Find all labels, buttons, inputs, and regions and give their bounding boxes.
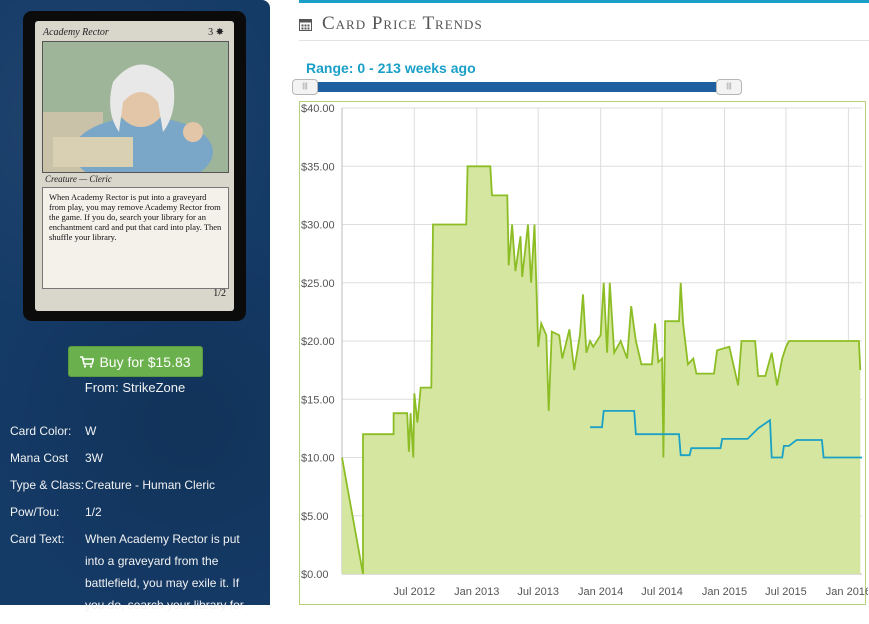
- card-rules-text: When Academy Rector is put into a gravey…: [42, 187, 229, 289]
- seller-name: From: StrikeZone: [84, 380, 186, 395]
- info-value: Creature - Human Cleric: [85, 478, 216, 492]
- section-header: Card Price Trends: [299, 13, 483, 35]
- x-tick-label: Jul 2014: [641, 586, 683, 598]
- x-tick-label: Jan 2016: [826, 586, 868, 598]
- y-tick-label: $40.00: [301, 103, 335, 115]
- x-tick-label: Jan 2015: [702, 586, 747, 598]
- info-value: When Academy Rector is put into a gravey…: [85, 532, 244, 612]
- info-label: Pow/Tou:: [10, 505, 60, 519]
- y-tick-label: $25.00: [301, 278, 335, 290]
- card-power-toughness: 1/2: [213, 288, 226, 299]
- buy-button[interactable]: Buy for $15.83: [68, 346, 203, 377]
- range-slider-handle-start[interactable]: |||: [292, 79, 318, 95]
- info-value: 3W: [85, 451, 103, 465]
- y-tick-label: $0.00: [301, 569, 329, 581]
- info-value: W: [85, 424, 97, 438]
- info-row-color: Card Color: W: [10, 423, 265, 442]
- x-axis-labels: Jul 2012 Jan 2013 Jul 2013 Jan 2014 Jul 2014…: [394, 586, 868, 598]
- header-divider: [299, 40, 869, 41]
- accent-bar: [299, 0, 869, 3]
- info-row-pow-tou: Pow/Tou: 1/2: [10, 504, 265, 523]
- y-axis-labels: $0.00 $5.00 $10.00 $15.00 $20.00 $25.00 $30.00…: [301, 103, 335, 581]
- info-label: Card Color:: [10, 424, 72, 438]
- info-row-card-text: Card Text: When Academy Rector is put in…: [10, 531, 265, 616]
- info-row-mana-cost: Mana Cost 3W: [10, 450, 265, 469]
- shopping-cart-icon: [80, 355, 95, 368]
- white-mana-icon: ✸: [215, 27, 224, 38]
- card-image[interactable]: Academy Rector 3 ✸ Creature — Cleric Whe…: [23, 11, 246, 321]
- price-chart: $0.00 $5.00 $10.00 $15.00 $20.00 $25.00 $30.00…: [299, 101, 868, 605]
- range-slider-handle-end[interactable]: |||: [716, 79, 742, 95]
- info-label: Card Text:: [10, 532, 65, 546]
- x-tick-label: Jan 2014: [578, 586, 623, 598]
- y-tick-label: $10.00: [301, 453, 335, 465]
- info-row-type: Type & Class: Creature - Human Cleric: [10, 477, 265, 496]
- info-value: 1/2: [85, 505, 102, 519]
- card-sidebar: Academy Rector 3 ✸ Creature — Cleric Whe…: [0, 0, 270, 612]
- card-face: Academy Rector 3 ✸ Creature — Cleric Whe…: [35, 21, 234, 311]
- range-slider-track[interactable]: [300, 82, 730, 92]
- card-cost: 3 ✸: [208, 27, 224, 38]
- calendar-icon: [299, 18, 312, 31]
- x-tick-label: Jul 2015: [765, 586, 807, 598]
- y-tick-label: $20.00: [301, 336, 335, 348]
- x-tick-label: Jul 2012: [394, 586, 436, 598]
- info-label: Type & Class:: [10, 478, 85, 492]
- series-area: [342, 166, 861, 575]
- x-tick-label: Jan 2013: [454, 586, 499, 598]
- card-art: [42, 41, 229, 173]
- y-tick-label: $35.00: [301, 161, 335, 173]
- y-tick-label: $15.00: [301, 394, 335, 406]
- range-slider[interactable]: ||| |||: [292, 79, 742, 95]
- card-info: Card Color: W Mana Cost 3W Type & Class:…: [10, 423, 265, 624]
- card-name: Academy Rector: [43, 27, 109, 38]
- x-tick-label: Jul 2013: [517, 586, 559, 598]
- y-tick-label: $30.00: [301, 220, 335, 232]
- buy-button-label: Buy for $15.83: [99, 353, 191, 370]
- series-line-secondary: [590, 410, 862, 459]
- card-art-illustration: [43, 42, 228, 172]
- section-title: Card Price Trends: [322, 13, 483, 34]
- range-label: Range: 0 - 213 weeks ago: [306, 60, 476, 76]
- info-label: Mana Cost: [10, 451, 69, 465]
- card-type-line: Creature — Cleric: [45, 174, 112, 184]
- series-line-price: [341, 165, 862, 575]
- y-tick-label: $5.00: [301, 511, 329, 523]
